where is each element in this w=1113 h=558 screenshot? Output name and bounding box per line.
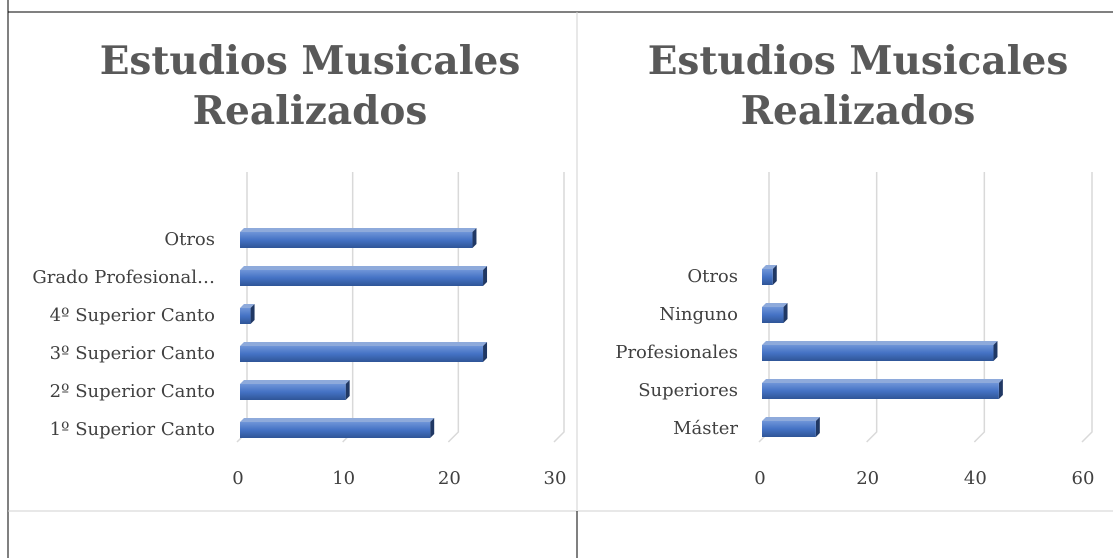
category-label: 4º Superior Canto (50, 305, 215, 326)
grid-line (553, 172, 565, 443)
x-tick-label: 0 (232, 468, 243, 489)
bar-top (762, 417, 820, 421)
grid-line (1081, 172, 1093, 443)
bar (240, 384, 346, 400)
bar-top (240, 380, 350, 384)
category-label: Ninguno (659, 304, 738, 325)
bar-side (483, 342, 488, 362)
category-label: 1º Superior Canto (50, 419, 215, 440)
category-label: Otros (164, 229, 215, 250)
bar-top (240, 228, 477, 232)
bar-side (345, 380, 350, 400)
x-tick-label: 10 (332, 468, 355, 489)
bar-side (815, 417, 820, 437)
bar (762, 383, 999, 399)
bar (240, 232, 473, 248)
bar (240, 270, 484, 286)
bar-side (250, 304, 255, 324)
grid-line (447, 172, 460, 443)
x-tick-label: 40 (964, 468, 987, 489)
bar (762, 345, 994, 361)
grid-line (973, 172, 986, 443)
bar-top (762, 341, 998, 345)
bar-top (762, 265, 777, 269)
x-tick-label: 20 (856, 468, 879, 489)
bar-top (240, 266, 488, 270)
category-label: Grado Profesional… (32, 267, 215, 288)
category-label: 3º Superior Canto (50, 343, 215, 364)
x-tick-label: 0 (754, 468, 765, 489)
bar (762, 269, 773, 285)
category-label: 2º Superior Canto (50, 381, 215, 402)
bar-top (240, 418, 435, 422)
bar (240, 422, 431, 438)
bar-side (998, 379, 1003, 399)
x-tick-label: 60 (1072, 468, 1095, 489)
grid-line (866, 172, 878, 443)
bar-side (772, 265, 777, 285)
bar-top (240, 304, 255, 308)
bar-top (762, 379, 1003, 383)
bar-top (240, 342, 488, 346)
bar (762, 307, 784, 323)
chart-title: Estudios Musicales Realizados (647, 38, 1069, 134)
x-tick-label: 30 (544, 468, 567, 489)
bar-side (472, 228, 477, 248)
x-tick-label: 20 (438, 468, 461, 489)
bar-side (430, 418, 435, 438)
grid-line (342, 172, 354, 443)
bar-top (762, 303, 788, 307)
bar-side (783, 303, 788, 323)
bar (762, 421, 816, 437)
bar-side (483, 266, 488, 286)
category-label: Superiores (638, 380, 738, 401)
bar (240, 346, 484, 362)
chart-title: Estudios Musicales Realizados (99, 38, 521, 134)
bar (240, 308, 251, 324)
category-label: Máster (673, 418, 738, 439)
category-label: Otros (687, 266, 738, 287)
bar-side (993, 341, 998, 361)
category-label: Profesionales (615, 342, 738, 363)
